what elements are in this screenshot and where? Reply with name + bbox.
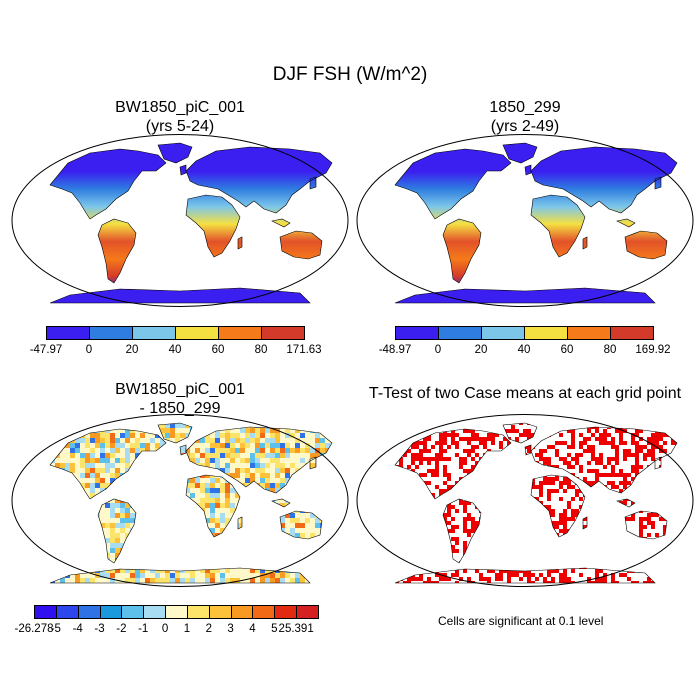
figure-title: DJF FSH (W/m^2) xyxy=(272,64,428,85)
colorbar-label: 0 xyxy=(85,344,93,356)
colorbar-label: 5 xyxy=(271,623,278,635)
case2-title-line1: 1850_299 xyxy=(489,99,561,116)
colorbar-swatch xyxy=(55,605,79,619)
colorbar-label: 4 xyxy=(249,623,256,635)
colorbar-swatch xyxy=(524,326,568,340)
colorbar-swatch xyxy=(438,326,482,340)
colorbar-swatch xyxy=(252,605,276,619)
colorbar-label: -2 xyxy=(116,623,127,635)
colorbar-label: 171.63 xyxy=(286,344,322,356)
colorbar-swatch xyxy=(132,326,176,340)
colorbar-label: 80 xyxy=(254,344,268,356)
significance-note: Cells are significant at 0.1 level xyxy=(438,614,604,628)
case1-colorbar: -47.97 0 20 40 60 80 171.63 xyxy=(30,326,322,360)
colorbar-label: 169.92 xyxy=(635,344,671,356)
colorbar-label: 25.391 xyxy=(278,623,314,635)
case2-map xyxy=(356,134,694,307)
colorbar-swatch xyxy=(395,326,439,340)
case2-colorbar: -48.97 0 20 40 60 80 169.92 xyxy=(379,326,671,360)
diff-title: BW1850_piC_001 - 1850_299 xyxy=(60,380,300,418)
colorbar-label: -3 xyxy=(94,623,105,635)
colorbar-label: -1 xyxy=(138,623,149,635)
colorbar-swatch xyxy=(121,605,145,619)
case1-map xyxy=(11,134,349,307)
colorbar-label: -47.97 xyxy=(29,344,63,356)
colorbar-label: -26.278 xyxy=(14,623,54,635)
colorbar-swatch xyxy=(230,605,254,619)
colorbar-label: 2 xyxy=(205,623,212,635)
diff-title-line2: - 1850_299 xyxy=(139,400,221,417)
colorbar-swatch xyxy=(610,326,654,340)
colorbar-label: 0 xyxy=(161,623,169,635)
case1-title: BW1850_piC_001 (yrs 5-24) xyxy=(60,98,300,136)
colorbar-label: 80 xyxy=(603,344,617,356)
colorbar-label: 60 xyxy=(560,344,574,356)
colorbar-swatch xyxy=(143,605,167,619)
colorbar-label: 1 xyxy=(183,623,191,635)
diff-colorbar: -26.278 -5 -4 -3 -2 -1 0 1 2 3 4 5 25.391 xyxy=(14,605,319,639)
colorbar-label: 60 xyxy=(211,344,225,356)
colorbar-label: -48.97 xyxy=(378,344,412,356)
colorbar-swatch xyxy=(274,605,298,619)
case1-title-line2: (yrs 5-24) xyxy=(145,118,215,135)
colorbar-label: 40 xyxy=(168,344,182,356)
colorbar-label: 0 xyxy=(434,344,442,356)
diff-title-line1: BW1850_piC_001 xyxy=(115,381,245,398)
colorbar-swatch xyxy=(34,605,57,619)
colorbar-swatch xyxy=(567,326,611,340)
colorbar-swatch xyxy=(89,326,133,340)
colorbar-label: 20 xyxy=(474,344,488,356)
diff-map xyxy=(11,414,349,587)
colorbar-swatch xyxy=(481,326,525,340)
case1-title-line1: BW1850_piC_001 xyxy=(115,99,245,116)
colorbar-swatch xyxy=(99,605,123,619)
colorbar-label: 20 xyxy=(125,344,139,356)
colorbar-swatch xyxy=(46,326,90,340)
colorbar-swatch xyxy=(175,326,219,340)
colorbar-swatch xyxy=(296,605,319,619)
colorbar-label: -4 xyxy=(72,623,83,635)
colorbar-label: 40 xyxy=(517,344,531,356)
ttest-title: T-Test of two Case means at each grid po… xyxy=(368,385,682,402)
ttest-map xyxy=(356,414,694,587)
colorbar-label: 3 xyxy=(227,623,234,635)
colorbar-swatch xyxy=(165,605,188,619)
colorbar-swatch xyxy=(186,605,210,619)
colorbar-swatch xyxy=(261,326,305,340)
colorbar-swatch xyxy=(218,326,262,340)
case2-title: 1850_299 (yrs 2-49) xyxy=(405,98,645,136)
colorbar-swatch xyxy=(77,605,101,619)
colorbar-swatch xyxy=(208,605,232,619)
colorbar-label: -5 xyxy=(50,623,61,635)
case2-title-line2: (yrs 2-49) xyxy=(490,118,560,135)
